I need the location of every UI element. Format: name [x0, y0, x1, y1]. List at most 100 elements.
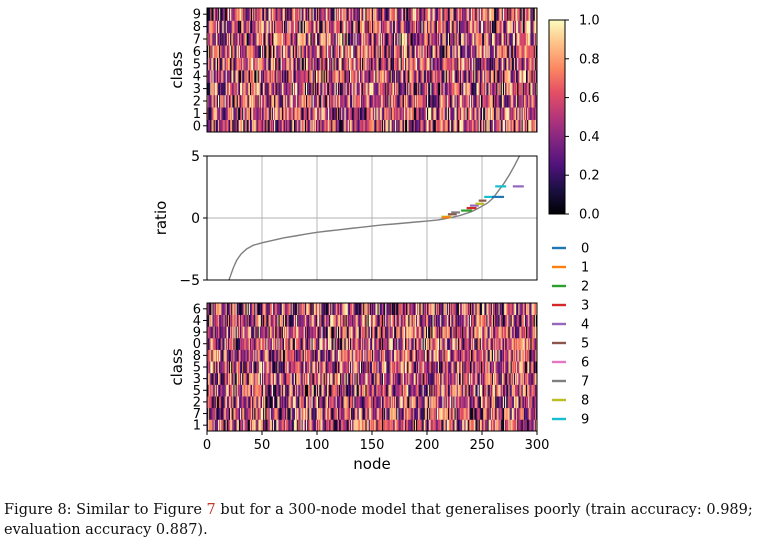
heat-cell: [240, 107, 242, 120]
top-heatmap-cells: [207, 8, 538, 133]
heat-cell: [270, 419, 273, 432]
heat-cell: [366, 384, 368, 397]
heat-cell: [392, 94, 395, 108]
heat-cell: [247, 32, 250, 46]
heat-cell: [362, 107, 364, 120]
heat-cell: [416, 45, 418, 58]
heat-cell: [329, 8, 331, 21]
heat-cell: [301, 45, 304, 58]
heat-cell: [430, 119, 432, 133]
heat-cell: [522, 384, 525, 397]
heat-cell: [297, 45, 299, 58]
heat-cell: [396, 32, 398, 46]
heat-cell: [488, 82, 491, 96]
heat-cell: [463, 372, 465, 385]
heat-cell: [224, 361, 227, 374]
heat-cell: [296, 20, 298, 34]
heat-cell: [414, 119, 417, 133]
heat-cell: [288, 45, 290, 58]
heat-cell: [416, 20, 418, 34]
heat-cell: [298, 8, 300, 21]
heat-cell: [342, 57, 344, 71]
heat-cell: [213, 20, 216, 34]
heat-cell: [300, 94, 302, 108]
heat-cell: [251, 57, 253, 71]
heat-cell: [222, 349, 224, 362]
heat-cell: [401, 57, 404, 71]
heat-cell: [345, 349, 348, 362]
heat-cell: [329, 419, 331, 432]
heat-cell: [213, 57, 216, 71]
heat-cell: [428, 32, 430, 46]
heat-cell: [301, 396, 304, 409]
heat-cell: [530, 20, 532, 34]
heat-cell: [405, 407, 407, 420]
heat-cell: [529, 372, 531, 385]
heat-cell: [526, 107, 528, 120]
heat-cell: [509, 372, 511, 385]
heat-cell: [231, 57, 233, 71]
heat-cell: [227, 20, 230, 34]
heat-cell: [274, 70, 276, 83]
heat-cell: [515, 396, 517, 409]
heat-cell: [208, 372, 210, 385]
heat-cell: [526, 57, 528, 71]
heat-cell: [301, 349, 304, 362]
heat-cell: [334, 419, 337, 432]
heat-cell: [311, 361, 313, 374]
heat-cell: [215, 107, 218, 120]
heat-cell: [505, 419, 507, 432]
heat-cell: [420, 32, 422, 46]
heat-cell: [413, 45, 416, 58]
heat-cell: [505, 119, 507, 133]
heat-cell: [275, 407, 277, 420]
heat-cell: [370, 384, 373, 397]
heat-cell: [527, 396, 529, 409]
heat-cell: [231, 94, 233, 108]
heat-cell: [474, 372, 476, 385]
heat-cell: [279, 419, 282, 432]
heat-cell: [352, 20, 354, 34]
heat-cell: [534, 57, 537, 71]
heat-cell: [212, 396, 214, 409]
heat-cell: [406, 20, 408, 34]
heat-cell: [264, 349, 266, 362]
heat-cell: [290, 107, 293, 120]
heat-cell: [446, 396, 449, 409]
heat-cell: [438, 32, 440, 46]
heat-cell: [425, 419, 428, 432]
heat-cell: [235, 20, 238, 34]
heat-cell: [281, 94, 284, 108]
heat-cell: [285, 20, 287, 34]
heat-cell: [469, 396, 472, 409]
heat-cell: [284, 396, 286, 409]
heat-cell: [429, 407, 431, 420]
heat-cell: [357, 384, 360, 397]
heat-cell: [474, 70, 476, 83]
heat-cell: [242, 82, 244, 96]
heat-cell: [375, 20, 377, 34]
heat-cell: [508, 70, 510, 83]
heat-cell: [472, 20, 474, 34]
heat-cell: [522, 407, 525, 420]
heat-cell: [229, 349, 231, 362]
heat-cell: [210, 70, 212, 83]
heat-cell: [359, 107, 362, 120]
heat-cell: [330, 57, 332, 71]
heat-cell: [290, 372, 293, 385]
heat-cell: [455, 361, 458, 374]
heat-cell: [522, 70, 525, 83]
heat-cell: [467, 372, 470, 385]
heat-cell: [432, 32, 434, 46]
heat-cell: [497, 94, 499, 108]
heat-cell: [346, 32, 349, 46]
heat-cell: [418, 70, 420, 83]
heat-cell: [529, 57, 531, 71]
heat-cell: [529, 20, 531, 34]
heat-cell: [425, 94, 428, 108]
heat-cell: [368, 384, 371, 397]
heat-cell: [207, 70, 209, 83]
heat-cell: [284, 70, 286, 83]
heat-cell: [401, 45, 404, 58]
heat-cell: [222, 384, 224, 397]
